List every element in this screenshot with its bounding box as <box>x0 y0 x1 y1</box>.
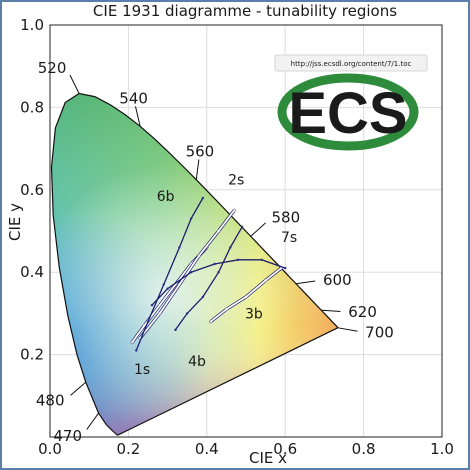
axes <box>49 24 443 438</box>
wavelength-label: 560 <box>186 142 215 160</box>
wavelength-label: 520 <box>38 59 67 77</box>
wavelength-tick <box>250 222 266 237</box>
region-line-outline <box>174 226 243 331</box>
region-point <box>240 225 244 229</box>
y-axis-label: CIE y <box>6 203 24 241</box>
y-tick-label: 0.2 <box>20 346 44 364</box>
y-tick-labels: 0.2 0.4 0.6 0.8 1.0 <box>20 16 44 364</box>
x-tick-label: 0.4 <box>195 440 219 458</box>
annotation-label-7s: 7s <box>281 230 297 246</box>
wavelength-tick <box>295 280 316 285</box>
wavelength-label: 470 <box>53 427 82 445</box>
wavelength-tick <box>320 309 341 313</box>
x-tick-labels: 0.0 0.2 0.4 0.6 0.8 1.0 <box>38 440 454 458</box>
y-tick-label: 1.0 <box>20 16 44 34</box>
region-point <box>233 209 236 212</box>
region-point <box>135 349 138 352</box>
region-point <box>209 320 212 323</box>
region-point <box>174 328 177 332</box>
y-tick-label: 0.4 <box>20 263 44 281</box>
ecs-watermark: http://jss.ecsdl.org/content/7/1.toc ECS <box>274 54 428 151</box>
region-point <box>189 217 193 220</box>
watermark-url-box <box>274 54 428 72</box>
region-point <box>260 258 263 262</box>
region-point <box>213 262 216 266</box>
y-tick-label: 0.8 <box>20 98 44 116</box>
annotation-label-6b: 6b <box>157 189 175 205</box>
region-point <box>150 303 154 307</box>
region-point <box>225 308 228 311</box>
watermark-url: http://jss.ecsdl.org/content/7/1.toc <box>291 60 412 68</box>
wavelength-label: 540 <box>119 89 148 107</box>
region-point <box>178 246 181 249</box>
region-point <box>229 246 232 249</box>
region-point <box>186 312 189 315</box>
y-tick-label: 0.6 <box>20 181 44 199</box>
wavelength-label: 620 <box>348 303 377 321</box>
wavelength-tick <box>134 106 141 127</box>
x-tick-label: 1.0 <box>430 440 454 458</box>
x-tick-label: 0.6 <box>273 440 297 458</box>
region-point <box>264 279 267 282</box>
region-point <box>217 229 220 233</box>
annotation-label-1s: 1s <box>134 362 150 378</box>
region-line-2s <box>139 209 236 339</box>
wavelength-tick <box>195 159 200 180</box>
region-point <box>201 196 205 200</box>
region-line-outline <box>135 197 204 352</box>
wavelength-label: 700 <box>365 324 394 342</box>
wavelength-label: 600 <box>323 271 352 289</box>
chart-title: CIE 1931 diagramme - tunability regions <box>93 2 397 20</box>
region-point <box>217 271 220 274</box>
region-point <box>158 312 161 315</box>
annotation-label-4b: 4b <box>188 354 206 370</box>
region-point <box>244 295 248 299</box>
tunability-regions <box>130 196 287 352</box>
region-point <box>142 324 146 327</box>
ecs-logo-ring <box>277 73 419 151</box>
region-point <box>201 295 205 299</box>
wavelength-tick <box>86 412 100 430</box>
wavelength-tick <box>69 74 80 94</box>
region-point <box>197 254 201 257</box>
x-axis-label: CIE x <box>249 449 287 467</box>
spectral-locus <box>50 92 339 436</box>
region-point <box>166 287 169 290</box>
region-point <box>284 266 287 270</box>
region-point <box>162 283 165 286</box>
wavelength-tick <box>70 381 86 396</box>
region-point <box>178 283 181 286</box>
x-tick-label: 0.2 <box>116 440 140 458</box>
region-point <box>158 303 161 307</box>
region-point <box>189 271 193 274</box>
region-point <box>131 341 134 344</box>
x-tick-label: 0.8 <box>352 440 376 458</box>
region-point <box>236 258 240 262</box>
annotation-label-3b: 3b <box>245 306 263 322</box>
ecs-logo-text: ECS <box>288 81 407 146</box>
wavelength-tick <box>338 327 358 332</box>
annotation-label-2s: 2s <box>228 173 244 189</box>
wavelength-label: 580 <box>272 209 301 227</box>
region-annotations: 1s 2s 3b 4b 6b 7s <box>134 173 297 379</box>
region-point <box>146 320 150 323</box>
x-tick-label: 0.0 <box>38 440 62 458</box>
